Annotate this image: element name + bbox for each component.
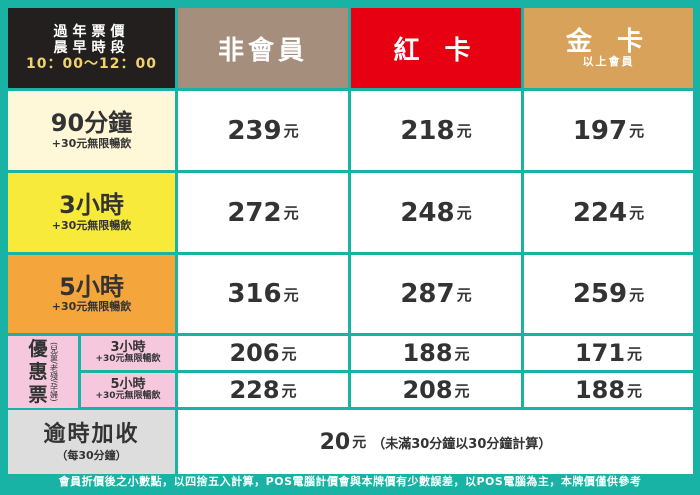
- price-value: 197: [572, 115, 628, 146]
- price-cell: 188 元: [351, 336, 521, 370]
- currency-unit: 元: [629, 122, 645, 140]
- price-value: 316: [227, 279, 282, 309]
- currency-unit: 元: [456, 122, 472, 140]
- price-value: 259: [572, 279, 628, 309]
- currency-unit: 元: [281, 381, 297, 400]
- price-cell: 228 元: [178, 373, 348, 407]
- currency-unit: 元: [627, 344, 643, 363]
- overtime-title: 逾時加收: [43, 422, 140, 448]
- price-value: 248: [400, 197, 455, 228]
- discount-durations: 3小時 +30元無限暢飲 5小時 +30元無限暢飲: [81, 336, 175, 408]
- col-header-red-card: 紅 卡: [351, 8, 521, 88]
- overtime-interval: （每30分鐘）: [56, 448, 127, 462]
- price-cell: 218 元: [351, 91, 521, 170]
- row-label-90min: 90分鐘 +30元無限暢飲: [8, 91, 175, 170]
- currency-unit: 元: [456, 204, 472, 222]
- price-table: 過年票價 晨早時段 10：00～12：00 非會員 紅 卡 金 卡 以上會員 9…: [8, 8, 693, 474]
- overtime-note: （未滿30分鐘以30分鐘計算）: [372, 436, 552, 452]
- price-cell: 224 元: [524, 173, 693, 252]
- price-cell: 287 元: [351, 255, 521, 333]
- price-value: 224: [572, 197, 628, 228]
- time-label-2: 晨早時段: [53, 39, 130, 56]
- footer-disclaimer: 會員折價後之小數點，以四捨五入計算，POS電腦計價會與本牌價有少數誤差，以POS…: [58, 474, 642, 488]
- price-value: 188: [574, 376, 626, 404]
- time-slot-header: 過年票價 晨早時段 10：00～12：00: [8, 8, 175, 88]
- price-cell: 272 元: [178, 173, 348, 252]
- discount-label-block: 優 惠 票 (兒童/老殘/孕婦) 3小時 +30元無限暢飲 5小時 +30元無限…: [8, 336, 175, 409]
- price-cell: 197 元: [524, 91, 693, 170]
- price-value: 239: [227, 115, 282, 146]
- price-cell: 188 元: [524, 373, 693, 407]
- gold-card-subtitle: 以上會員: [582, 55, 635, 69]
- drink-addon: +30元無限暢飲: [95, 354, 161, 365]
- discount-eligibility-note: (兒童/老殘/孕婦): [49, 342, 59, 403]
- currency-unit: 元: [456, 285, 472, 304]
- currency-unit: 元: [281, 344, 297, 363]
- overtime-price: 20: [319, 429, 351, 455]
- price-cell: 259 元: [524, 255, 693, 333]
- row-label-5h: 5小時 +30元無限暢飲: [8, 255, 175, 333]
- discount-title: 優 惠 票 (兒童/老殘/孕婦): [8, 336, 78, 409]
- duration-label: 5小時: [110, 376, 146, 392]
- overtime-price-cell: 20 元 （未滿30分鐘以30分鐘計算）: [178, 410, 693, 474]
- currency-unit: 元: [627, 381, 643, 400]
- drink-addon: +30元無限暢飲: [51, 218, 132, 232]
- duration-label: 90分鐘: [50, 109, 133, 138]
- row-label-3h: 3小時 +30元無限暢飲: [8, 173, 175, 252]
- price-cell: 171 元: [524, 336, 693, 370]
- currency-unit: 元: [283, 122, 299, 140]
- price-value: 228: [229, 376, 280, 404]
- currency-unit: 元: [454, 381, 470, 400]
- price-cell: 208 元: [351, 373, 521, 407]
- drink-addon: +30元無限暢飲: [95, 391, 161, 402]
- price-cell: 316 元: [178, 255, 348, 333]
- discount-item-5h: 5小時 +30元無限暢飲: [81, 373, 175, 407]
- currency-unit: 元: [629, 285, 645, 304]
- discount-item-3h: 3小時 +30元無限暢飲: [81, 336, 175, 370]
- price-value: 188: [402, 339, 453, 367]
- currency-unit: 元: [283, 204, 299, 222]
- time-label-1: 過年票價: [53, 23, 130, 40]
- price-value: 218: [400, 115, 455, 146]
- currency-unit: 元: [629, 204, 645, 222]
- duration-label: 3小時: [59, 191, 124, 220]
- currency-unit: 元: [352, 435, 367, 451]
- gold-card-title: 金 卡: [565, 26, 652, 57]
- discount-char: 票: [28, 383, 48, 406]
- currency-unit: 元: [454, 344, 470, 363]
- col-header-nonmember: 非會員: [178, 8, 348, 88]
- drink-addon: +30元無限暢飲: [51, 136, 132, 150]
- price-value: 171: [574, 339, 626, 367]
- discount-char: 惠: [28, 360, 48, 383]
- currency-unit: 元: [283, 285, 299, 304]
- price-cell: 248 元: [351, 173, 521, 252]
- duration-label: 5小時: [59, 272, 124, 301]
- price-value: 206: [229, 339, 280, 367]
- drink-addon: +30元無限暢飲: [51, 300, 132, 314]
- discount-char: 優: [28, 338, 48, 360]
- price-cell: 206 元: [178, 336, 348, 370]
- col-header-gold-card: 金 卡 以上會員: [524, 8, 693, 88]
- price-value: 287: [400, 279, 455, 309]
- price-cell: 239 元: [178, 91, 348, 170]
- discount-title-chars: 優 惠 票: [28, 338, 47, 406]
- overtime-label: 逾時加收 （每30分鐘）: [8, 410, 175, 474]
- time-range: 10：00～12：00: [26, 56, 157, 73]
- price-value: 208: [402, 376, 453, 404]
- price-value: 272: [227, 197, 282, 228]
- duration-label: 3小時: [110, 339, 146, 355]
